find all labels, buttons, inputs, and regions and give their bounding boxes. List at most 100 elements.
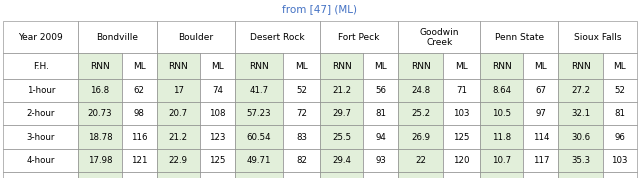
Bar bbox=[444, 79, 480, 102]
Text: 20.7: 20.7 bbox=[169, 109, 188, 118]
Text: ML: ML bbox=[132, 62, 145, 71]
Text: 24.8: 24.8 bbox=[412, 86, 431, 95]
Bar bbox=[480, 102, 524, 125]
Text: 83: 83 bbox=[296, 133, 307, 142]
Text: 114: 114 bbox=[532, 133, 549, 142]
Text: 21.2: 21.2 bbox=[332, 86, 351, 95]
Text: 120: 120 bbox=[454, 156, 470, 165]
Bar bbox=[3, 79, 78, 102]
Bar bbox=[157, 21, 235, 53]
Text: 16.8: 16.8 bbox=[90, 86, 109, 95]
Bar bbox=[524, 125, 559, 149]
Text: 22: 22 bbox=[415, 156, 426, 165]
Text: 21.2: 21.2 bbox=[169, 133, 188, 142]
Text: Desert Rock: Desert Rock bbox=[250, 33, 305, 42]
Text: Fort Peck: Fort Peck bbox=[339, 33, 380, 42]
Bar bbox=[157, 149, 200, 172]
Text: 30.6: 30.6 bbox=[571, 133, 590, 142]
Bar bbox=[398, 102, 444, 125]
Text: 81: 81 bbox=[375, 109, 387, 118]
Bar bbox=[3, 125, 78, 149]
Bar bbox=[3, 102, 78, 125]
Bar bbox=[480, 149, 524, 172]
Bar bbox=[78, 102, 122, 125]
Bar bbox=[559, 149, 603, 172]
Bar bbox=[235, 53, 284, 79]
Text: 81: 81 bbox=[614, 109, 625, 118]
Text: 56: 56 bbox=[375, 86, 387, 95]
Text: 52: 52 bbox=[614, 86, 625, 95]
Text: 82: 82 bbox=[296, 156, 307, 165]
Bar bbox=[559, 102, 603, 125]
Bar bbox=[398, 125, 444, 149]
Bar bbox=[444, 149, 480, 172]
Bar bbox=[480, 125, 524, 149]
Bar bbox=[122, 79, 157, 102]
Bar bbox=[157, 53, 200, 79]
Bar bbox=[444, 102, 480, 125]
Bar bbox=[320, 149, 364, 172]
Text: ML: ML bbox=[455, 62, 468, 71]
Text: Boulder: Boulder bbox=[178, 33, 213, 42]
Bar bbox=[320, 172, 364, 178]
Bar bbox=[122, 102, 157, 125]
Bar bbox=[480, 172, 524, 178]
Text: Bondville: Bondville bbox=[97, 33, 138, 42]
Text: ML: ML bbox=[534, 62, 547, 71]
Bar bbox=[200, 125, 235, 149]
Bar bbox=[235, 79, 284, 102]
Text: RNN: RNN bbox=[411, 62, 431, 71]
Bar bbox=[320, 79, 364, 102]
Bar bbox=[200, 53, 235, 79]
Text: 25.2: 25.2 bbox=[412, 109, 431, 118]
Bar bbox=[603, 79, 637, 102]
Bar bbox=[603, 53, 637, 79]
Text: RNN: RNN bbox=[168, 62, 188, 71]
Bar bbox=[320, 53, 364, 79]
Bar bbox=[284, 79, 320, 102]
Bar bbox=[398, 172, 444, 178]
Text: 94: 94 bbox=[376, 133, 387, 142]
Bar bbox=[78, 172, 122, 178]
Bar bbox=[524, 102, 559, 125]
Bar bbox=[398, 149, 444, 172]
Text: 2-hour: 2-hour bbox=[26, 109, 55, 118]
Text: 49.71: 49.71 bbox=[247, 156, 271, 165]
Text: 20.73: 20.73 bbox=[88, 109, 112, 118]
Bar bbox=[284, 125, 320, 149]
Bar bbox=[364, 125, 398, 149]
Text: ML: ML bbox=[211, 62, 224, 71]
Text: 4-hour: 4-hour bbox=[26, 156, 55, 165]
Text: 18.78: 18.78 bbox=[88, 133, 112, 142]
Text: 97: 97 bbox=[536, 109, 547, 118]
Bar bbox=[603, 172, 637, 178]
Bar bbox=[284, 172, 320, 178]
Bar bbox=[364, 79, 398, 102]
Bar bbox=[320, 102, 364, 125]
Bar bbox=[235, 172, 284, 178]
Bar bbox=[320, 125, 364, 149]
Bar bbox=[559, 21, 637, 53]
Text: ML: ML bbox=[613, 62, 626, 71]
Bar bbox=[398, 53, 444, 79]
Bar bbox=[524, 79, 559, 102]
Text: 74: 74 bbox=[212, 86, 223, 95]
Bar bbox=[524, 53, 559, 79]
Text: from [47] (ML): from [47] (ML) bbox=[282, 4, 358, 14]
Bar bbox=[559, 53, 603, 79]
Bar bbox=[78, 125, 122, 149]
Bar bbox=[364, 53, 398, 79]
Bar bbox=[284, 149, 320, 172]
Text: 17: 17 bbox=[173, 86, 184, 95]
Text: 60.54: 60.54 bbox=[247, 133, 271, 142]
Text: 8.64: 8.64 bbox=[492, 86, 511, 95]
Bar bbox=[480, 21, 559, 53]
Text: F.H.: F.H. bbox=[33, 62, 49, 71]
Bar bbox=[398, 79, 444, 102]
Bar bbox=[444, 53, 480, 79]
Text: 72: 72 bbox=[296, 109, 307, 118]
Bar bbox=[78, 79, 122, 102]
Bar bbox=[200, 102, 235, 125]
Text: 35.3: 35.3 bbox=[571, 156, 590, 165]
Bar bbox=[444, 125, 480, 149]
